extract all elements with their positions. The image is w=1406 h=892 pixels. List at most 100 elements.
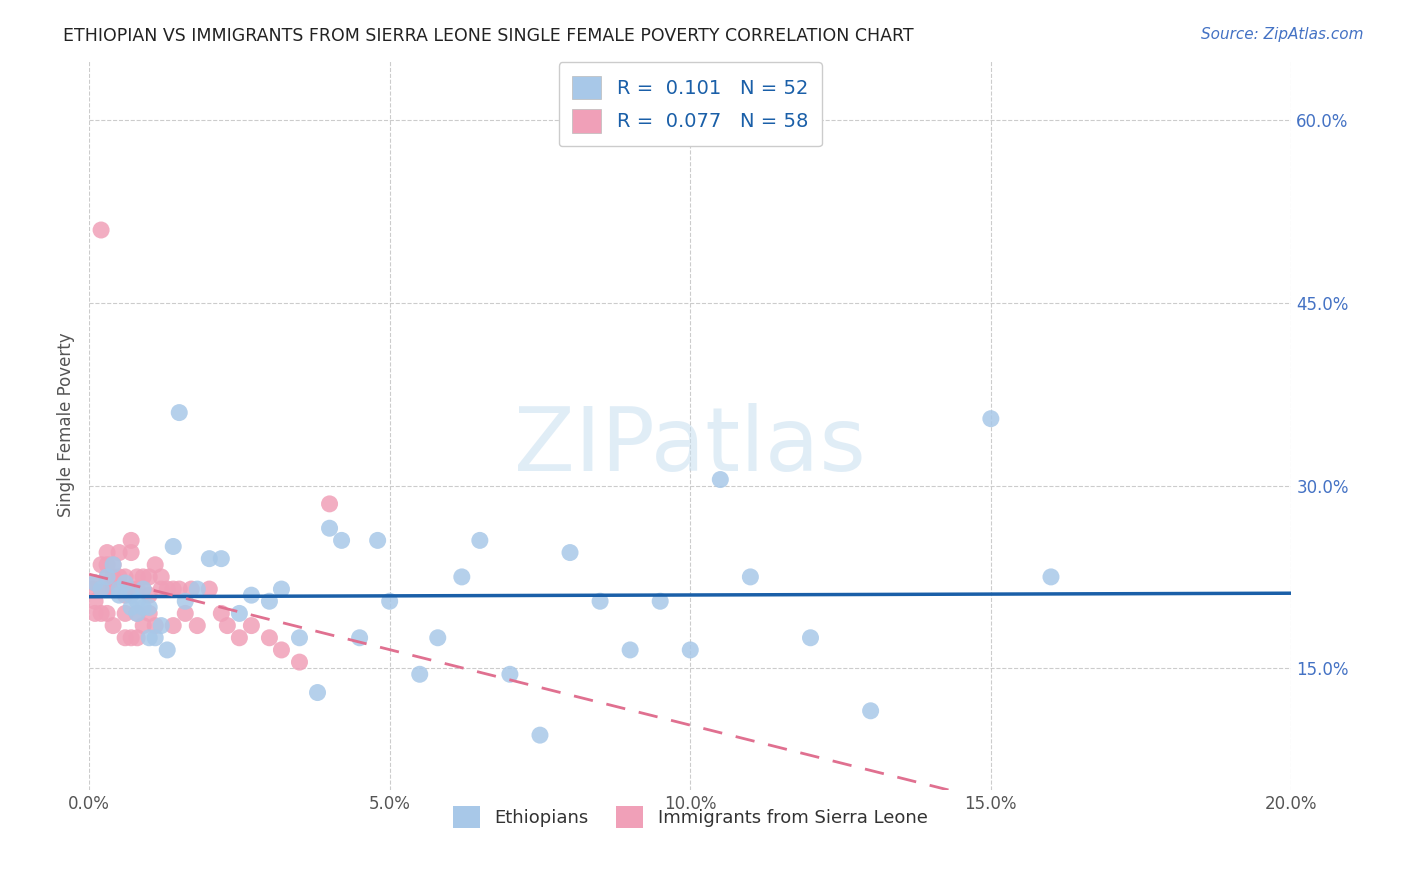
Point bbox=[120, 631, 142, 645]
Point bbox=[318, 521, 340, 535]
Point bbox=[101, 582, 124, 596]
Point bbox=[349, 631, 371, 645]
Point bbox=[468, 533, 491, 548]
Point bbox=[114, 607, 136, 621]
Point bbox=[259, 631, 281, 645]
Point bbox=[650, 594, 672, 608]
Point bbox=[859, 704, 882, 718]
Point bbox=[132, 582, 155, 596]
Point bbox=[209, 551, 232, 566]
Point bbox=[740, 570, 762, 584]
Point bbox=[709, 473, 731, 487]
Point bbox=[499, 667, 522, 681]
Point bbox=[120, 600, 142, 615]
Point bbox=[138, 631, 160, 645]
Point bbox=[108, 570, 131, 584]
Point bbox=[174, 594, 197, 608]
Point bbox=[589, 594, 612, 608]
Point bbox=[186, 582, 208, 596]
Text: Source: ZipAtlas.com: Source: ZipAtlas.com bbox=[1201, 27, 1364, 42]
Point bbox=[132, 600, 155, 615]
Point bbox=[114, 588, 136, 602]
Point bbox=[127, 570, 149, 584]
Point bbox=[90, 582, 112, 596]
Point bbox=[101, 570, 124, 584]
Point bbox=[288, 655, 311, 669]
Point bbox=[90, 582, 112, 596]
Point bbox=[108, 588, 131, 602]
Point bbox=[209, 607, 232, 621]
Point bbox=[108, 582, 131, 596]
Point bbox=[90, 223, 112, 237]
Point bbox=[120, 588, 142, 602]
Point bbox=[108, 582, 131, 596]
Point bbox=[90, 607, 112, 621]
Point bbox=[80, 582, 103, 596]
Point bbox=[619, 643, 641, 657]
Point bbox=[138, 607, 160, 621]
Point bbox=[186, 618, 208, 632]
Point bbox=[84, 576, 107, 591]
Point bbox=[288, 631, 311, 645]
Point bbox=[174, 607, 197, 621]
Point bbox=[138, 588, 160, 602]
Point bbox=[120, 582, 142, 596]
Point bbox=[162, 582, 184, 596]
Point bbox=[143, 618, 166, 632]
Point bbox=[96, 582, 118, 596]
Text: ETHIOPIAN VS IMMIGRANTS FROM SIERRA LEONE SINGLE FEMALE POVERTY CORRELATION CHAR: ETHIOPIAN VS IMMIGRANTS FROM SIERRA LEON… bbox=[63, 27, 914, 45]
Point bbox=[132, 582, 155, 596]
Point bbox=[143, 558, 166, 572]
Point bbox=[143, 631, 166, 645]
Point bbox=[799, 631, 821, 645]
Point bbox=[132, 618, 155, 632]
Point bbox=[127, 607, 149, 621]
Point bbox=[96, 570, 118, 584]
Point bbox=[127, 631, 149, 645]
Point bbox=[240, 588, 263, 602]
Point bbox=[120, 533, 142, 548]
Point bbox=[378, 594, 401, 608]
Point bbox=[307, 685, 329, 699]
Point bbox=[96, 558, 118, 572]
Point bbox=[270, 643, 292, 657]
Point bbox=[980, 411, 1002, 425]
Point bbox=[367, 533, 389, 548]
Text: ZIPatlas: ZIPatlas bbox=[515, 403, 866, 491]
Point bbox=[217, 618, 239, 632]
Point bbox=[127, 607, 149, 621]
Point bbox=[150, 618, 173, 632]
Point bbox=[450, 570, 472, 584]
Point bbox=[330, 533, 353, 548]
Point bbox=[167, 582, 190, 596]
Point bbox=[180, 582, 202, 596]
Point bbox=[156, 582, 179, 596]
Point bbox=[138, 600, 160, 615]
Point bbox=[150, 570, 173, 584]
Point bbox=[318, 497, 340, 511]
Point bbox=[96, 570, 118, 584]
Point bbox=[198, 582, 221, 596]
Point bbox=[162, 618, 184, 632]
Point bbox=[162, 540, 184, 554]
Point bbox=[114, 631, 136, 645]
Point bbox=[120, 545, 142, 559]
Point bbox=[1039, 570, 1062, 584]
Point bbox=[409, 667, 432, 681]
Point bbox=[127, 594, 149, 608]
Point bbox=[679, 643, 702, 657]
Point bbox=[426, 631, 449, 645]
Point bbox=[84, 594, 107, 608]
Point bbox=[156, 643, 179, 657]
Point bbox=[101, 558, 124, 572]
Point bbox=[259, 594, 281, 608]
Point bbox=[270, 582, 292, 596]
Point bbox=[114, 576, 136, 591]
Point bbox=[96, 545, 118, 559]
Point bbox=[198, 551, 221, 566]
Legend: Ethiopians, Immigrants from Sierra Leone: Ethiopians, Immigrants from Sierra Leone bbox=[446, 799, 935, 836]
Point bbox=[228, 607, 250, 621]
Point bbox=[101, 558, 124, 572]
Point bbox=[150, 582, 173, 596]
Point bbox=[127, 582, 149, 596]
